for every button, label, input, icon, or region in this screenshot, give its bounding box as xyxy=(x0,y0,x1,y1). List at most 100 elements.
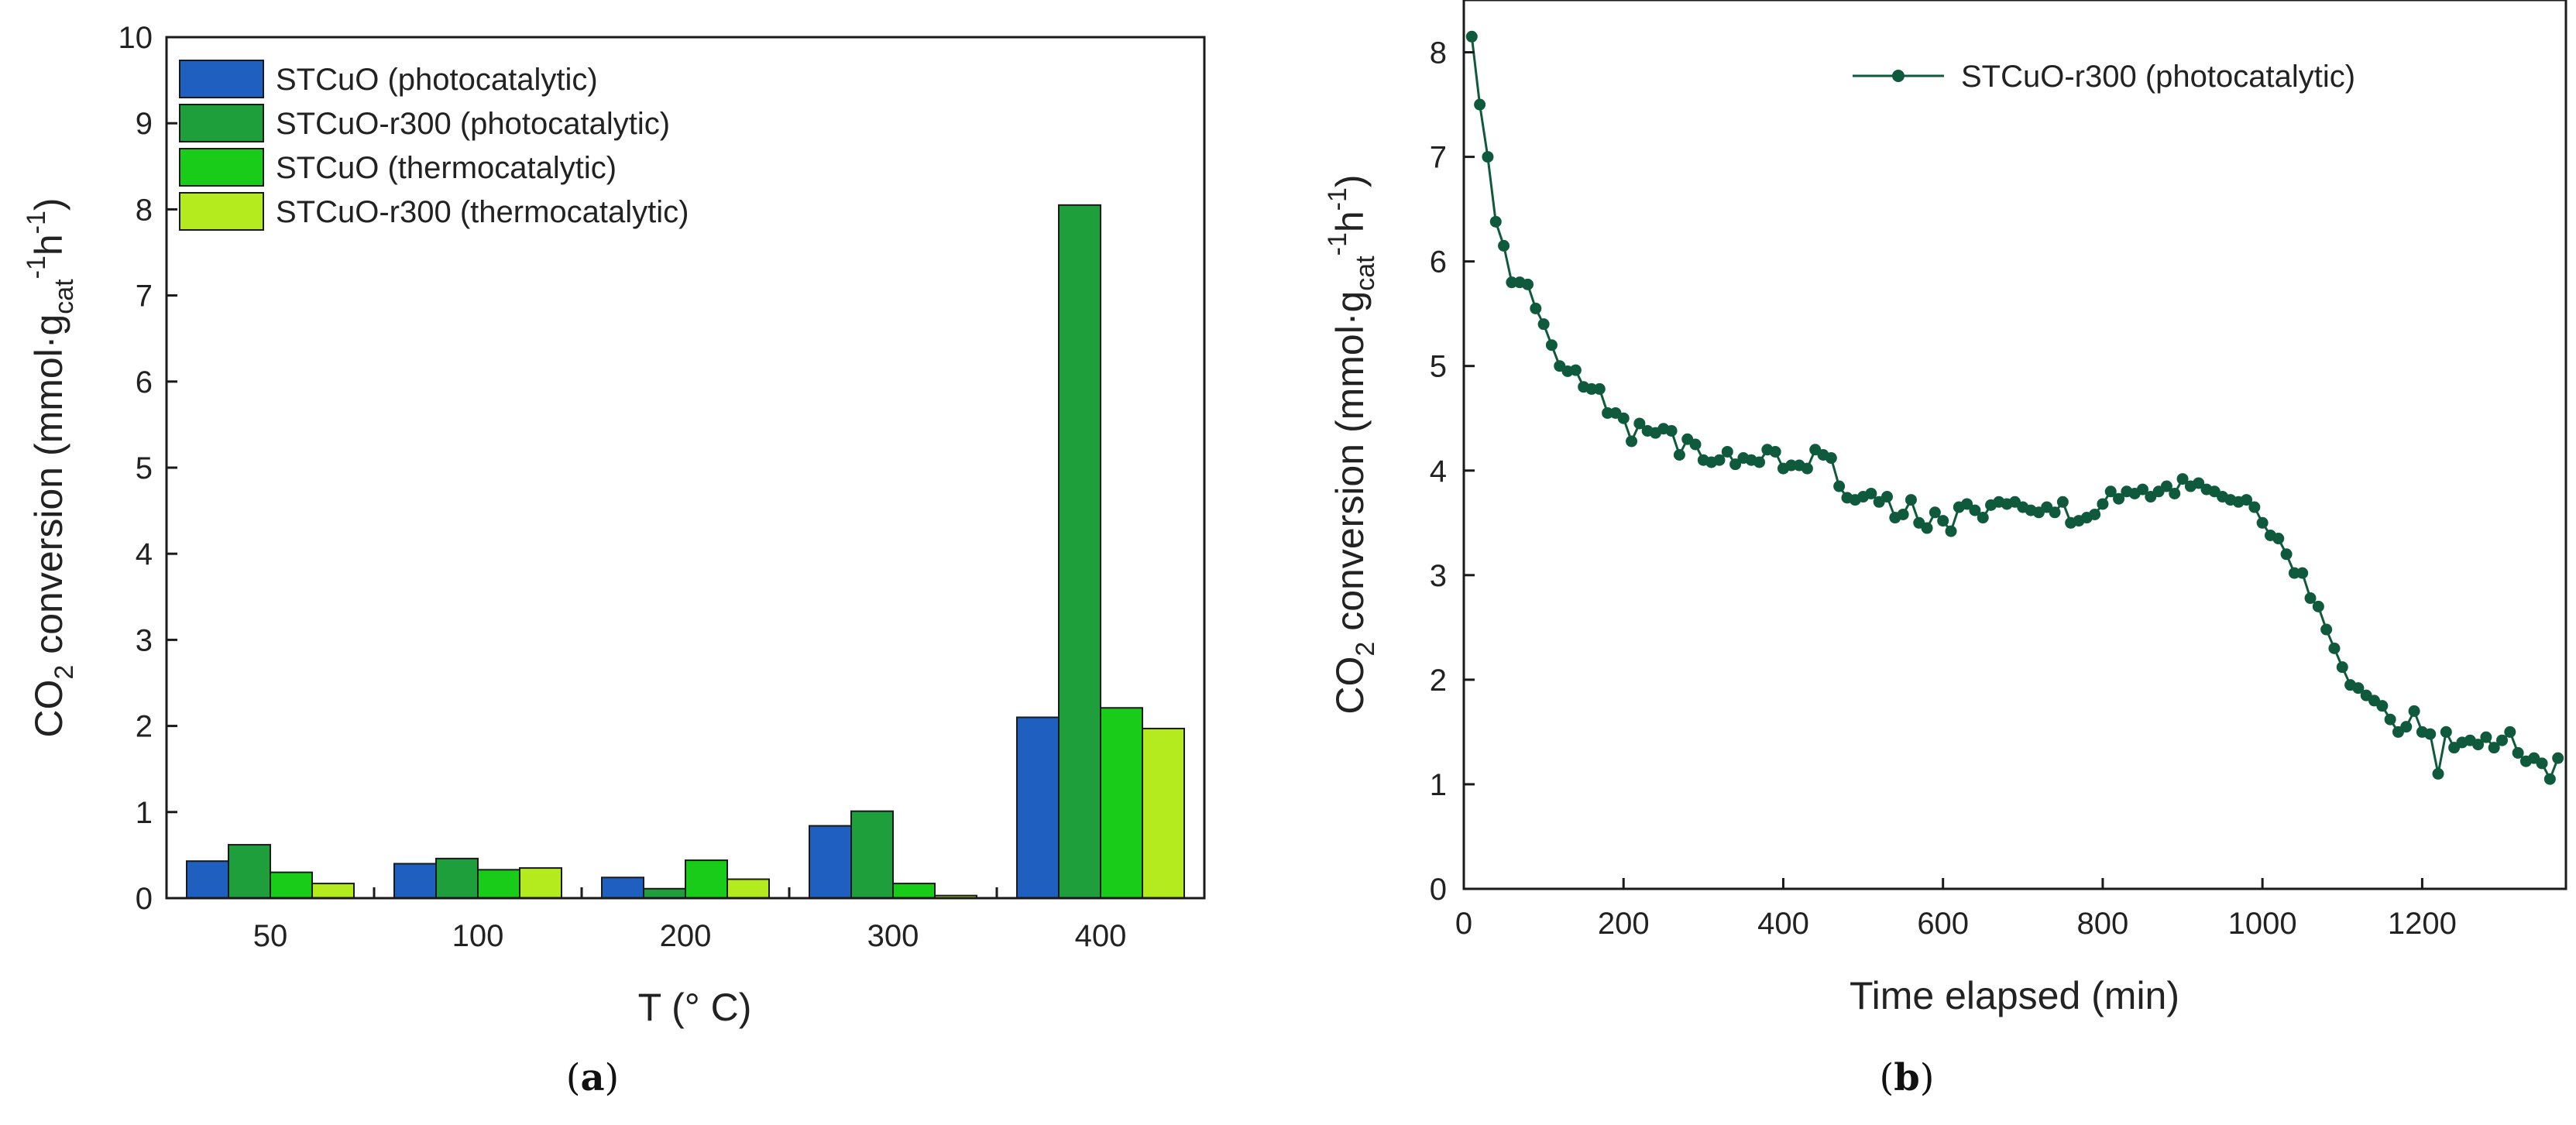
data-point xyxy=(1937,515,1949,527)
data-point xyxy=(1833,480,1846,492)
data-point xyxy=(2089,508,2101,520)
data-point xyxy=(2504,725,2516,738)
data-point xyxy=(1593,382,1606,395)
data-point xyxy=(1825,452,1837,465)
y-tick-label: 3 xyxy=(136,623,153,657)
data-point xyxy=(2552,752,2564,764)
data-point xyxy=(1785,459,1798,472)
bar-1-50 xyxy=(186,860,229,899)
x-tick-label: 1200 xyxy=(2388,907,2457,941)
data-point xyxy=(1801,462,1813,475)
data-point xyxy=(2328,642,2341,654)
y-tick-label: 0 xyxy=(1430,873,1447,907)
legend-marker xyxy=(1892,70,1905,82)
x-tick-label: 600 xyxy=(1917,907,1969,941)
data-point xyxy=(1506,276,1518,289)
bar-1-300 xyxy=(809,825,852,900)
y-tick-label: 4 xyxy=(1430,454,1447,489)
data-point xyxy=(2241,494,2253,506)
data-point xyxy=(1905,494,1917,506)
data-point xyxy=(2400,721,2413,733)
panel-b-line-chart: 0 1 2 3 4 5 6 7 8 0 200 400 600 800 1000 1200 Time ela… xyxy=(1323,0,2567,1099)
data-point xyxy=(2160,480,2172,492)
y-tick-label: 7 xyxy=(136,280,153,314)
panel-b-x-ticks: 0 200 400 600 800 1000 1200 xyxy=(1455,878,2457,941)
bar-4-100 xyxy=(519,867,562,899)
data-point xyxy=(1521,278,1534,290)
data-point xyxy=(1673,449,1685,461)
panel-a-legend: STCuO (photocatalytic) STCuO-r300 (photoc… xyxy=(179,60,689,231)
data-point xyxy=(2296,567,2309,579)
y-tick-label: 10 xyxy=(118,21,153,55)
data-point xyxy=(2384,713,2396,725)
data-point xyxy=(2408,705,2420,717)
data-point xyxy=(2336,661,2348,674)
y-tick-label: 8 xyxy=(136,193,153,227)
y-tick-label: 7 xyxy=(1430,141,1447,175)
data-point xyxy=(1633,417,1646,430)
panel-a-caption: (a) xyxy=(566,1056,620,1099)
data-point xyxy=(1585,382,1598,395)
data-point xyxy=(1977,512,1989,524)
legend-label-1: STCuO (photocatalytic) xyxy=(276,63,598,97)
data-point xyxy=(2169,487,2181,499)
data-point xyxy=(1537,318,1550,331)
series-line xyxy=(1470,36,2560,782)
panel-a-y-axis-title: CO2 conversion (mmol·gcat-1h-1) xyxy=(22,197,79,737)
panel-b-x-axis-title: Time elapsed (min) xyxy=(1850,974,2179,1017)
data-point xyxy=(2320,623,2333,636)
y-tick-label: 6 xyxy=(1430,245,1447,280)
panel-b-plot-frame xyxy=(1462,0,2567,890)
y-tick-label: 8 xyxy=(1430,36,1447,70)
panel-a-x-axis-title: T (° C) xyxy=(638,986,752,1029)
data-point xyxy=(2248,501,2261,513)
data-point xyxy=(1881,491,1894,503)
panel-a-x-ticks: 50 100 200 300 400 xyxy=(253,887,1127,953)
x-tick-label: 200 xyxy=(1598,907,1650,941)
legend-label-3: STCuO (thermocatalytic) xyxy=(276,151,617,185)
bar-4-200 xyxy=(726,878,770,900)
panel-b-legend: STCuO-r300 (photocatalytic) xyxy=(1853,60,2355,94)
data-point xyxy=(2496,734,2509,746)
bar-3-400 xyxy=(1100,707,1143,899)
legend-swatch-2 xyxy=(179,104,264,142)
panel-b-caption: (b) xyxy=(1879,1056,1934,1099)
bar-2-200 xyxy=(643,887,686,899)
data-point xyxy=(1489,215,1502,228)
bar-2-400 xyxy=(1058,204,1101,899)
x-tick-label: 800 xyxy=(2077,907,2129,941)
data-point xyxy=(2280,548,2293,561)
bar-1-100 xyxy=(393,863,437,900)
data-point xyxy=(2193,477,2205,489)
y-tick-label: 0 xyxy=(136,882,153,916)
data-point xyxy=(1753,456,1766,468)
data-point xyxy=(2136,483,2148,496)
y-tick-label: 4 xyxy=(136,537,153,571)
data-point xyxy=(1569,364,1582,376)
y-tick-label: 1 xyxy=(136,796,153,830)
y-tick-label: 6 xyxy=(136,365,153,400)
data-point xyxy=(1721,445,1733,458)
legend-label-2: STCuO-r300 (photocatalytic) xyxy=(276,107,670,141)
data-point xyxy=(2097,498,2109,510)
data-point xyxy=(1602,406,1614,419)
legend-swatch-1 xyxy=(179,60,264,98)
data-point xyxy=(2176,473,2189,485)
bar-2-50 xyxy=(228,844,271,900)
panel-a-bar-chart: 0 1 2 3 4 5 6 7 8 9 10 50 100 200 300 400 T (° C) CO2 … xyxy=(22,21,1206,1099)
data-point xyxy=(2049,506,2061,519)
x-tick-label: 400 xyxy=(1075,919,1127,953)
y-tick-label: 9 xyxy=(136,107,153,141)
x-tick-label: 300 xyxy=(867,919,919,953)
data-point xyxy=(1969,504,1981,516)
data-point xyxy=(1729,458,1742,471)
bar-3-200 xyxy=(685,859,728,900)
bar-4-400 xyxy=(1142,727,1185,899)
legend-label-4: STCuO-r300 (thermocatalytic) xyxy=(276,195,689,229)
bar-3-100 xyxy=(477,869,520,899)
data-point xyxy=(1961,498,1973,510)
panel-b-y-axis-title: CO2 conversion (mmol·gcat-1h-1) xyxy=(1323,174,1380,714)
bar-3-300 xyxy=(892,883,936,899)
data-point xyxy=(2056,496,2069,508)
